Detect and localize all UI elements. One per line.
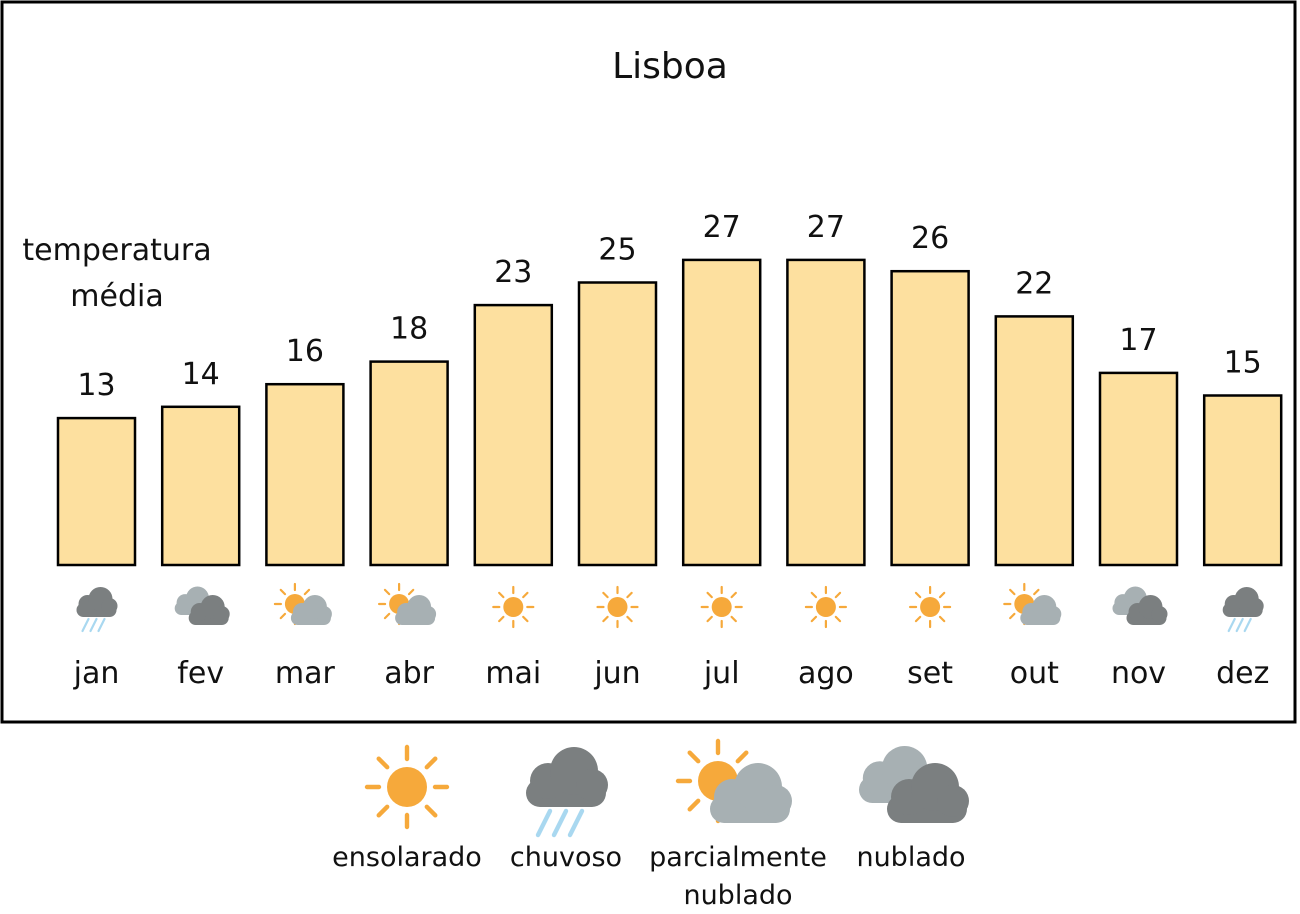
bar-nov: [1098, 371, 1179, 567]
partly-cloudy-icon: [378, 582, 437, 626]
month-label: jun: [593, 656, 640, 691]
bar-jun: [577, 281, 658, 567]
bar-value-label: 17: [1119, 323, 1157, 358]
bar-value-label: 25: [598, 233, 636, 268]
bar-fev: [160, 405, 241, 567]
bar-mar: [265, 382, 345, 567]
month-label: ago: [798, 656, 854, 691]
bar-value-label: 26: [911, 221, 949, 256]
month-label: fev: [177, 656, 224, 691]
bar-value-label: 22: [1015, 266, 1053, 301]
partly-cloudy-icon: [1003, 582, 1062, 626]
bar-mai: [473, 303, 554, 567]
bar-value-label: 15: [1224, 346, 1262, 381]
y-axis-label-line2: média: [70, 279, 163, 314]
legend-label: parcialmente: [649, 842, 827, 873]
rain-cloud-icon: [526, 747, 608, 838]
legend-label: nublado: [856, 842, 965, 873]
sun-icon: [596, 585, 639, 629]
bar-jul: [681, 258, 762, 567]
sun-icon: [700, 585, 743, 629]
bars-group: 13 jan 14 fev 16 mar 18 abr 23 mai 25 jun 27 jul 27 ago…: [56, 210, 1283, 691]
month-label: set: [907, 656, 953, 691]
month-label: jan: [73, 656, 120, 691]
bar-set: [890, 269, 970, 567]
partly-cloudy-icon: [675, 738, 792, 824]
month-label: nov: [1111, 656, 1166, 691]
sun-icon: [908, 585, 952, 629]
bar-abr: [369, 360, 449, 567]
legend-item-sunny: ensolarado: [332, 744, 482, 873]
bar-value-label: 23: [494, 255, 532, 290]
legend-item-cloudy: nublado: [856, 746, 969, 873]
month-label: dez: [1216, 656, 1269, 691]
legend-item-rain: chuvoso: [510, 747, 622, 873]
y-axis-label-line1: temperatura: [22, 233, 211, 268]
bar-dez: [1202, 394, 1283, 567]
legend-label: chuvoso: [510, 842, 622, 873]
sun-icon: [804, 585, 848, 629]
chart-frame: [0, 0, 1297, 724]
bar-out: [994, 315, 1075, 567]
month-label: out: [1010, 656, 1059, 691]
rain-cloud-icon: [1222, 587, 1264, 633]
month-label: mar: [275, 656, 336, 691]
sun-icon: [492, 585, 535, 629]
month-label: abr: [384, 656, 434, 691]
legend-label: nublado: [683, 880, 792, 911]
bar-value-label: 13: [77, 368, 115, 403]
bar-value-label: 27: [807, 210, 845, 245]
cloud-icon: [174, 586, 230, 625]
partly-cloudy-icon: [273, 582, 332, 626]
rain-cloud-icon: [76, 587, 118, 633]
sun-icon: [364, 744, 450, 830]
bar-jan: [56, 416, 137, 567]
bar-value-label: 27: [703, 210, 741, 245]
month-label: mai: [485, 656, 541, 691]
cloud-icon: [859, 746, 969, 823]
bar-value-label: 14: [182, 357, 220, 392]
legend-item-partly: parcialmente nublado: [649, 738, 827, 911]
month-label: jul: [703, 656, 740, 691]
bar-ago: [786, 258, 866, 567]
bar-value-label: 18: [390, 312, 428, 347]
legend-label: ensolarado: [332, 842, 482, 873]
cloud-icon: [1112, 586, 1168, 625]
bar-value-label: 16: [286, 334, 324, 369]
chart-title: Lisboa: [612, 46, 728, 87]
legend: ensolarado chuvoso parcialmente nublado nubl…: [332, 738, 969, 911]
